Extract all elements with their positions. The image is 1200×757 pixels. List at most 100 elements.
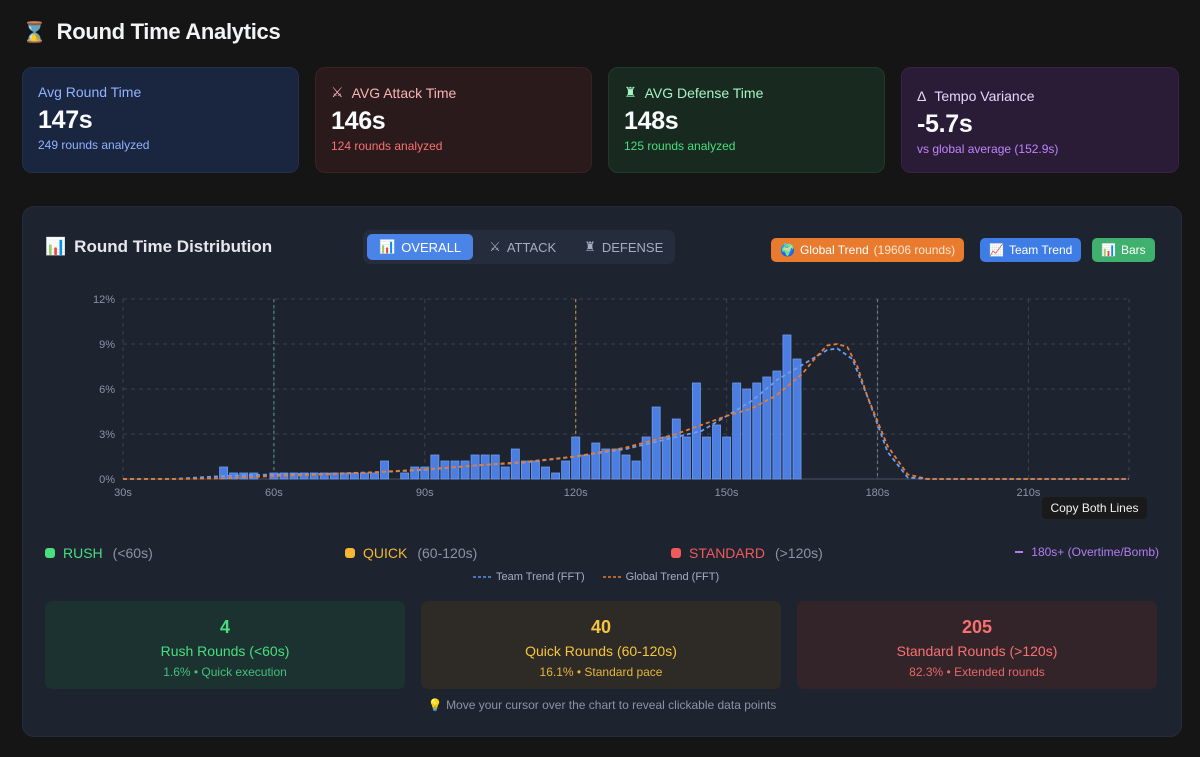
avg-defense-time-sub: 125 rounds analyzed [624, 139, 736, 153]
histogram-bar [450, 460, 460, 480]
histogram-bar [309, 472, 319, 480]
bars-toggle[interactable]: 📊 Bars [1092, 238, 1155, 262]
distribution-panel: 📊 Round Time Distribution 📊 OVERALL ⚔ AT… [22, 206, 1182, 737]
histogram-bar [219, 466, 229, 480]
avg-round-time-sub: 249 rounds analyzed [38, 138, 150, 152]
rush-rounds-box: 4 Rush Rounds (<60s) 1.6% • Quick execut… [45, 601, 405, 689]
avg-attack-time-label: ⚔ AVG Attack Time [331, 84, 457, 101]
tempo-variance-value: -5.7s [917, 110, 973, 138]
histogram-bar [480, 454, 490, 480]
avg-defense-time-value: 148s [624, 107, 679, 135]
x-tick-label: 150s [715, 487, 739, 499]
x-tick-label: 210s [1016, 487, 1040, 499]
tab-defense[interactable]: ♜ DEFENSE [584, 239, 664, 255]
standard-rounds-title: Standard Rounds (>120s) [896, 643, 1058, 659]
avg-attack-time-value: 146s [331, 107, 386, 135]
team-trend-dash-icon [473, 576, 491, 578]
delta-icon: Δ [917, 88, 927, 104]
histogram-bar [460, 460, 470, 480]
tab-overall[interactable]: 📊 OVERALL [367, 234, 474, 260]
avg-round-time-card: Avg Round Time 147s 249 rounds analyzed [22, 67, 299, 173]
swords-icon: ⚔ [331, 84, 344, 100]
bar-chart-icon: 📊 [1101, 243, 1116, 257]
side-filter-tabs: 📊 OVERALL ⚔ ATTACK ♜ DEFENSE [363, 230, 675, 264]
histogram-bar [661, 436, 671, 480]
y-tick-label: 3% [99, 429, 115, 441]
histogram-bar [319, 472, 329, 480]
quick-swatch [345, 548, 355, 558]
team-trend-legend: Team Trend (FFT) [473, 571, 585, 583]
x-tick-label: 180s [866, 487, 890, 499]
y-tick-label: 12% [93, 294, 115, 306]
avg-round-time-label: Avg Round Time [38, 84, 142, 100]
quick-rounds-box: 40 Quick Rounds (60-120s) 16.1% • Standa… [421, 601, 781, 689]
quick-rounds-desc: 16.1% • Standard pace [539, 665, 663, 679]
standard-swatch [671, 548, 681, 558]
histogram-bar [430, 454, 440, 480]
histogram-bar [561, 460, 571, 480]
histogram-bar [631, 460, 641, 480]
histogram-bar [470, 454, 480, 480]
histogram-bar [611, 448, 621, 480]
histogram-bar [410, 466, 420, 480]
histogram-bar [772, 370, 782, 480]
histogram-bar [360, 472, 369, 480]
histogram-bar [762, 376, 772, 480]
page-title: ⌛ Round Time Analytics [22, 18, 281, 46]
histogram-bar [601, 448, 611, 480]
x-tick-label: 30s [114, 487, 132, 499]
histogram-bar [691, 382, 701, 480]
quick-rounds-count: 40 [590, 617, 612, 637]
y-tick-label: 0% [99, 474, 115, 486]
swords-icon: ⚔ [489, 239, 501, 254]
standard-rounds-count: 205 [961, 617, 993, 637]
panel-title: 📊 Round Time Distribution [45, 237, 273, 256]
histogram-bar [621, 454, 631, 480]
histogram-bar [752, 382, 762, 480]
bar-chart-icon: 📊 [379, 239, 396, 254]
histogram-bar [712, 424, 721, 480]
lightbulb-icon: 💡 [427, 698, 443, 712]
rush-rounds-count: 4 [219, 617, 230, 637]
avg-defense-time-label: ♜ AVG Defense Time [624, 84, 764, 101]
histogram-bar [651, 406, 661, 480]
copy-lines-tooltip[interactable]: Copy Both Lines [1042, 497, 1147, 519]
histogram-bar [420, 466, 430, 480]
hourglass-icon: ⌛ [22, 21, 47, 44]
histogram-bar [581, 454, 591, 480]
tempo-variance-sub: vs global average (152.9s) [917, 142, 1059, 156]
standard-legend: STANDARD (>120s) [671, 545, 823, 561]
global-trend-legend: Global Trend (FFT) [602, 571, 719, 583]
global-trend-dash-icon [602, 576, 621, 578]
global-trend-toggle[interactable]: 🌍 Global Trend (19606 rounds) [771, 238, 965, 262]
histogram-bar [792, 358, 802, 480]
histogram-bar [732, 382, 742, 480]
rush-swatch [45, 548, 55, 558]
rush-rounds-title: Rush Rounds (<60s) [160, 643, 290, 659]
overtime-legend: 180s+ (Overtime/Bomb) [1015, 545, 1159, 559]
team-trend-toggle[interactable]: 📈 Team Trend [980, 238, 1082, 262]
trend-chart-icon: 📈 [989, 243, 1004, 257]
category-legend: RUSH (<60s) QUICK (60-120s) STANDARD (>1… [23, 545, 1181, 565]
avg-attack-time-sub: 124 rounds analyzed [331, 139, 443, 153]
histogram-bar [531, 460, 540, 480]
global-trend-count: (19606 rounds) [873, 243, 956, 257]
page-title-text: Round Time Analytics [56, 19, 281, 44]
distribution-chart[interactable]: 0% 3% 6% 9% 12% 30s 60s 90s 120s 150s 180s 210s [23, 207, 1181, 507]
histogram-bar [681, 436, 691, 480]
trend-line-legend: Team Trend (FFT) Global Trend (FFT) [473, 571, 719, 583]
tab-attack[interactable]: ⚔ ATTACK [489, 239, 557, 255]
tempo-variance-card: Δ Tempo Variance -5.7s vs global average… [901, 67, 1179, 173]
histogram-bar [641, 436, 651, 480]
quick-rounds-title: Quick Rounds (60-120s) [525, 643, 677, 659]
histogram-bar [782, 334, 792, 480]
tower-icon: ♜ [624, 84, 637, 100]
histogram-bar [571, 436, 581, 480]
histogram-bar [370, 472, 379, 480]
x-tick-label: 120s [564, 487, 588, 499]
tower-icon: ♜ [584, 239, 596, 254]
histogram-bar [702, 436, 711, 480]
avg-defense-time-card: ♜ AVG Defense Time 148s 125 rounds analy… [608, 67, 885, 173]
histogram-bar [520, 460, 530, 480]
rush-rounds-desc: 1.6% • Quick execution [163, 665, 287, 679]
